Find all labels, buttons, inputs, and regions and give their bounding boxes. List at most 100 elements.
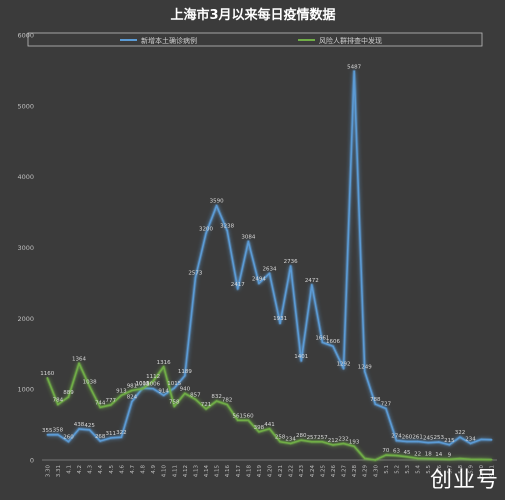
data-label: 268 — [95, 434, 106, 440]
y-axis: 0 1000 2000 3000 4000 5000 6000 — [17, 32, 34, 465]
data-point — [385, 407, 387, 410]
data-label: 940 — [180, 386, 191, 392]
data-point — [363, 457, 366, 460]
series-glow-1 — [45, 361, 492, 462]
data-label: 2417 — [231, 282, 245, 288]
x-tick-label: 4.6 — [119, 465, 125, 474]
data-point — [438, 458, 440, 460]
data-point — [131, 389, 133, 392]
data-point — [152, 387, 154, 390]
x-tick-label: 5.4 — [416, 465, 422, 474]
data-label: 1292 — [337, 361, 351, 367]
data-label: 257 — [307, 435, 318, 441]
data-label: 2494 — [252, 276, 266, 282]
x-tick-label: 4.28 — [352, 465, 358, 478]
x-tick-label: 4.5 — [109, 465, 115, 474]
x-tick-label: 4.20 — [268, 465, 274, 478]
data-point — [353, 445, 355, 448]
data-point — [99, 440, 101, 442]
data-point — [268, 272, 271, 275]
data-point — [99, 406, 101, 409]
data-point — [469, 442, 472, 445]
data-label: 258 — [275, 435, 286, 441]
data-label: 257 — [317, 435, 328, 441]
data-point — [46, 434, 49, 436]
x-tick-label: 4.10 — [162, 465, 168, 478]
data-point — [215, 204, 218, 207]
data-label: 561 — [233, 413, 244, 419]
x-tick-label: 4.23 — [299, 465, 305, 478]
data-point — [194, 276, 197, 279]
chart-title: 上海市3月以来每日疫情数据 — [170, 7, 335, 23]
data-label: 889 — [63, 390, 74, 396]
data-point — [162, 394, 165, 397]
data-label: 981 — [127, 384, 138, 390]
data-label: 253 — [434, 435, 445, 441]
data-point — [321, 440, 324, 443]
data-point — [406, 440, 408, 443]
data-label: 398 — [254, 425, 265, 431]
data-point — [236, 287, 239, 290]
data-point — [490, 439, 493, 441]
data-label: 22 — [414, 451, 421, 457]
data-label: 721 — [201, 402, 212, 408]
data-label: 2634 — [263, 266, 277, 272]
series-layer — [45, 69, 493, 462]
data-point — [363, 370, 366, 373]
x-axis: 3.30 3.31 4.1 4.2 4.3 4.4 4.5 4.6 4.7 4.8 4.9 4.10 4… — [42, 459, 497, 478]
data-label: 857 — [190, 392, 201, 398]
data-point — [247, 240, 250, 243]
data-point — [480, 438, 482, 441]
series-line-screening — [46, 362, 492, 461]
data-point — [141, 387, 144, 390]
data-point — [247, 419, 250, 422]
data-label: 322 — [455, 430, 466, 436]
data-point — [78, 428, 80, 430]
data-point — [88, 385, 91, 388]
data-label: 1401 — [294, 354, 308, 360]
series-line-confirmed — [47, 70, 492, 446]
data-label: 234 — [465, 436, 476, 442]
data-label: 234 — [285, 436, 296, 442]
data-point — [162, 365, 165, 368]
data-label: 1160 — [40, 371, 54, 377]
data-label: 280 — [296, 433, 307, 439]
data-label: 3590 — [210, 199, 224, 205]
data-point — [279, 440, 281, 443]
legend-label-confirmed: 新增本土确诊病例 — [141, 36, 197, 45]
data-point — [311, 284, 313, 286]
x-tick-label: 4.15 — [215, 465, 221, 478]
data-label: 782 — [222, 398, 233, 404]
x-tick-label: 4.12 — [183, 465, 189, 477]
data-label: 744 — [95, 400, 106, 406]
data-point — [332, 444, 334, 446]
data-point — [258, 282, 260, 285]
data-label: 788 — [370, 397, 381, 403]
data-label: 1112 — [146, 374, 160, 380]
x-tick-label: 4.9 — [151, 465, 157, 474]
data-point — [374, 403, 377, 405]
x-tick-label: 5.7 — [447, 465, 453, 474]
x-tick-label: 5.1 — [384, 465, 390, 474]
y-tick-label: 3000 — [17, 244, 34, 252]
x-tick-label: 4.8 — [141, 465, 147, 474]
data-label: 212 — [328, 438, 339, 444]
data-point — [152, 380, 154, 383]
data-point — [120, 394, 123, 397]
data-point — [289, 442, 292, 445]
y-tick-label: 6000 — [17, 32, 34, 40]
x-tick-label: 4.29 — [363, 465, 369, 478]
data-point — [427, 441, 430, 444]
data-label: 9 — [448, 452, 452, 458]
data-label: 560 — [243, 413, 254, 419]
data-label: 193 — [349, 439, 360, 445]
data-label: 1364 — [72, 356, 86, 362]
legend-box — [27, 32, 483, 47]
data-label: 355 — [42, 428, 53, 434]
x-tick-label: 4.16 — [225, 465, 231, 478]
x-tick-label: 4.25 — [320, 465, 326, 478]
data-label: 3238 — [220, 224, 234, 230]
data-label: 70 — [382, 448, 389, 454]
data-point — [311, 440, 313, 443]
